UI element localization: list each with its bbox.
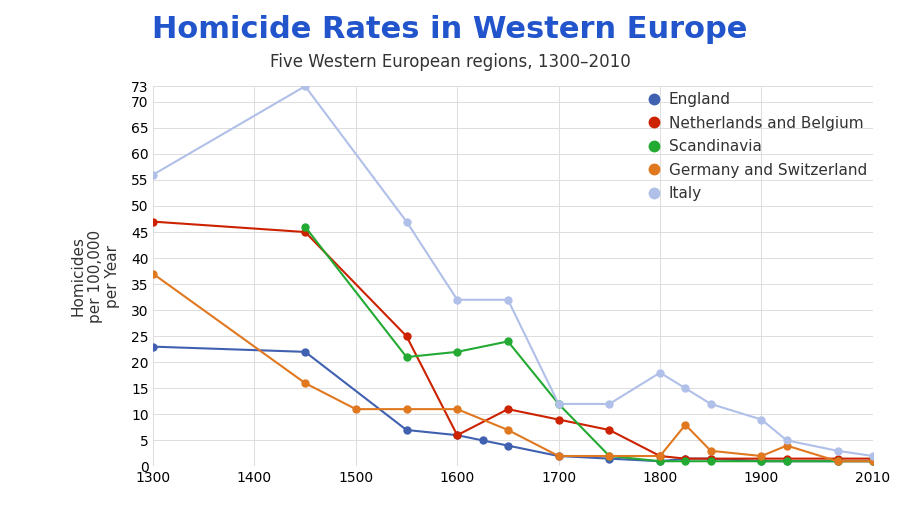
Scandinavia <box>868 458 878 464</box>
Germany and Switzerland <box>756 453 767 459</box>
England <box>756 458 767 464</box>
Netherlands and Belgium <box>300 229 310 235</box>
Italy <box>832 448 843 454</box>
Netherlands and Belgium <box>604 427 615 433</box>
Italy <box>680 385 691 391</box>
Germany and Switzerland <box>781 443 792 449</box>
Italy <box>401 219 412 225</box>
Italy <box>781 438 792 444</box>
England <box>832 458 843 464</box>
Scandinavia <box>654 458 665 464</box>
Text: Homicide Rates in Western Europe: Homicide Rates in Western Europe <box>152 15 748 44</box>
England <box>148 344 158 350</box>
England <box>604 456 615 462</box>
Scandinavia <box>452 349 463 355</box>
England <box>401 427 412 433</box>
Line: England: England <box>149 343 877 465</box>
Netherlands and Belgium <box>654 453 665 459</box>
Italy <box>148 172 158 178</box>
England <box>868 458 878 464</box>
Scandinavia <box>706 458 716 464</box>
Italy <box>452 297 463 303</box>
England <box>300 349 310 355</box>
Germany and Switzerland <box>554 453 564 459</box>
Germany and Switzerland <box>350 406 361 412</box>
Line: Italy: Italy <box>149 83 877 459</box>
Germany and Switzerland <box>300 380 310 386</box>
Netherlands and Belgium <box>832 456 843 462</box>
Germany and Switzerland <box>868 458 878 464</box>
Italy <box>756 417 767 423</box>
Netherlands and Belgium <box>680 456 691 462</box>
Germany and Switzerland <box>148 271 158 277</box>
Italy <box>868 453 878 459</box>
Netherlands and Belgium <box>781 456 792 462</box>
England <box>680 456 691 462</box>
Netherlands and Belgium <box>868 456 878 462</box>
Germany and Switzerland <box>604 453 615 459</box>
Netherlands and Belgium <box>401 333 412 339</box>
England <box>706 456 716 462</box>
Italy <box>706 401 716 407</box>
Scandinavia <box>756 458 767 464</box>
Italy <box>554 401 564 407</box>
Germany and Switzerland <box>654 453 665 459</box>
Scandinavia <box>604 453 615 459</box>
Line: Netherlands and Belgium: Netherlands and Belgium <box>149 218 877 462</box>
Scandinavia <box>401 354 412 360</box>
England <box>654 458 665 464</box>
Netherlands and Belgium <box>756 456 767 462</box>
Scandinavia <box>680 458 691 464</box>
Netherlands and Belgium <box>502 406 513 412</box>
Scandinavia <box>554 401 564 407</box>
Text: Five Western European regions, 1300–2010: Five Western European regions, 1300–2010 <box>270 53 630 71</box>
Italy <box>654 370 665 376</box>
Italy <box>502 297 513 303</box>
Germany and Switzerland <box>502 427 513 433</box>
Legend: England, Netherlands and Belgium, Scandinavia, Germany and Switzerland, Italy: England, Netherlands and Belgium, Scandi… <box>644 86 873 207</box>
Line: Scandinavia: Scandinavia <box>302 224 877 465</box>
Italy <box>300 83 310 89</box>
Germany and Switzerland <box>706 448 716 454</box>
Scandinavia <box>502 338 513 344</box>
Scandinavia <box>300 224 310 230</box>
Scandinavia <box>781 458 792 464</box>
Scandinavia <box>832 458 843 464</box>
England <box>781 458 792 464</box>
Line: Germany and Switzerland: Germany and Switzerland <box>149 270 877 465</box>
Germany and Switzerland <box>401 406 412 412</box>
Netherlands and Belgium <box>554 417 564 423</box>
England <box>554 453 564 459</box>
Germany and Switzerland <box>680 422 691 428</box>
Germany and Switzerland <box>452 406 463 412</box>
Italy <box>604 401 615 407</box>
Netherlands and Belgium <box>148 219 158 225</box>
Netherlands and Belgium <box>706 456 716 462</box>
Netherlands and Belgium <box>452 432 463 438</box>
Y-axis label: Homicides
per 100,000
per Year: Homicides per 100,000 per Year <box>70 230 120 323</box>
England <box>452 432 463 438</box>
England <box>477 438 488 444</box>
Germany and Switzerland <box>832 458 843 464</box>
England <box>502 443 513 449</box>
